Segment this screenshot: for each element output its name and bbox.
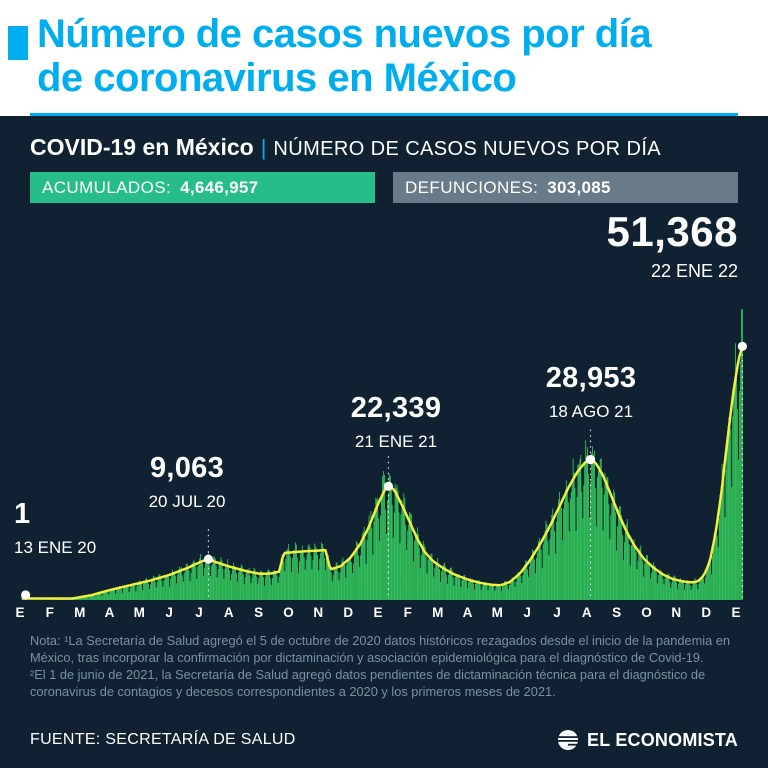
subtitle-title: COVID-19 en México bbox=[30, 134, 254, 160]
brand-square bbox=[8, 26, 28, 60]
annotation-latest-peak: 51,368 22 ENE 22 bbox=[607, 208, 738, 282]
footnote-paragraph-2: ²El 1 de junio de 2021, la Secretaría de… bbox=[30, 667, 706, 699]
footnote-paragraph-1: Nota: ¹La Secretaría de Salud agregó el … bbox=[30, 633, 731, 665]
x-axis-label: O bbox=[283, 605, 294, 620]
stat-badges: ACUMULADOS: 4,646,957 DEFUNCIONES: 303,0… bbox=[30, 172, 738, 203]
x-axis-label: J bbox=[195, 605, 203, 620]
chart-subtitle: COVID-19 en México | NÚMERO DE CASOS NUEVO… bbox=[30, 134, 661, 161]
annotation-first-case: 1 13 ENE 20 bbox=[14, 498, 96, 558]
x-axis-label: J bbox=[523, 605, 531, 620]
x-axis-label: N bbox=[671, 605, 682, 620]
subtitle-description: NÚMERO DE CASOS NUEVOS POR DÍA bbox=[273, 138, 662, 160]
annotation-wave2-peak: 22,339 21 ENE 21 bbox=[351, 392, 442, 452]
annotation-wave1-peak: 9,063 20 JUL 20 bbox=[149, 452, 226, 512]
accumulated-value: 4,646,957 bbox=[180, 177, 259, 197]
annotation-date: 18 AGO 21 bbox=[548, 402, 634, 421]
x-axis-label: J bbox=[165, 605, 173, 620]
header: Número de casos nuevos por día de corona… bbox=[0, 0, 768, 116]
x-axis-label: S bbox=[254, 605, 264, 620]
x-axis-label: A bbox=[462, 605, 473, 620]
annotation-date: 21 ENE 21 bbox=[354, 432, 438, 451]
x-axis-label: N bbox=[313, 605, 324, 620]
x-axis-label: A bbox=[223, 605, 234, 620]
annotation-value: 1 bbox=[14, 498, 31, 530]
annotation-value: 28,953 bbox=[545, 362, 637, 394]
page-title: Número de casos nuevos por día de corona… bbox=[37, 12, 652, 100]
annotation-value: 9,063 bbox=[149, 452, 225, 484]
accumulated-label: ACUMULADOS: bbox=[42, 177, 172, 197]
x-axis-label: M bbox=[74, 605, 86, 620]
x-axis-label: O bbox=[641, 605, 652, 620]
title-line-1: Número de casos nuevos por día bbox=[37, 12, 652, 56]
x-axis-label: F bbox=[45, 605, 54, 620]
deaths-badge: DEFUNCIONES: 303,085 bbox=[393, 172, 738, 203]
annotation-value: 22,339 bbox=[350, 392, 442, 424]
brand-name: EL ECONOMISTA bbox=[587, 729, 738, 750]
x-axis-label: A bbox=[104, 605, 115, 620]
subtitle-separator: | bbox=[260, 135, 267, 160]
area-chart-canvas bbox=[21, 309, 748, 600]
annotation-date: 20 JUL 20 bbox=[148, 492, 226, 511]
title-line-2: de coronavirus en México bbox=[37, 56, 517, 100]
x-axis-label: D bbox=[701, 605, 712, 620]
latest-peak-value: 51,368 bbox=[606, 208, 738, 255]
x-axis-label: M bbox=[133, 605, 145, 620]
x-axis-label: E bbox=[731, 605, 741, 620]
el-economista-icon bbox=[558, 730, 579, 750]
el-economista-logo: EL ECONOMISTA bbox=[556, 728, 738, 752]
source-credit: FUENTE: SECRETARÍA DE SALUD bbox=[30, 731, 296, 748]
x-axis-label: D bbox=[343, 605, 354, 620]
footer: FUENTE: SECRETARÍA DE SALUD EL ECONOMIST… bbox=[30, 728, 738, 752]
annotation-date: 13 ENE 20 bbox=[14, 538, 97, 557]
annotation-wave3-peak: 28,953 18 AGO 21 bbox=[546, 362, 637, 422]
x-axis-label: J bbox=[553, 605, 561, 620]
footnote: Nota: ¹La Secretaría de Salud agregó el … bbox=[30, 632, 738, 700]
chart-panel: COVID-19 en México | NÚMERO DE CASOS NUEVO… bbox=[0, 116, 768, 768]
accumulated-badge: ACUMULADOS: 4,646,957 bbox=[30, 172, 375, 203]
x-axis-label: E bbox=[15, 605, 25, 620]
x-axis-label: A bbox=[581, 605, 592, 620]
header-divider bbox=[30, 113, 738, 116]
deaths-label: DEFUNCIONES: bbox=[405, 177, 539, 197]
latest-peak-date: 22 ENE 22 bbox=[650, 261, 738, 281]
deaths-value: 303,085 bbox=[547, 177, 611, 197]
x-axis-label: M bbox=[491, 605, 503, 620]
x-axis-label: S bbox=[612, 605, 622, 620]
x-axis-label: F bbox=[403, 605, 412, 620]
x-axis-label: M bbox=[432, 605, 444, 620]
x-axis-label: E bbox=[373, 605, 383, 620]
